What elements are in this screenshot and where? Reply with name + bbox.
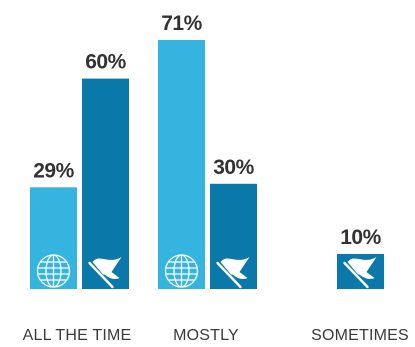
category-label: MOSTLY: [173, 327, 239, 344]
bars-layer: [30, 40, 384, 290]
bar-1-0: [82, 78, 129, 290]
value-label: 10%: [340, 226, 381, 249]
flag-icon: [343, 257, 377, 289]
globe-icon: [164, 254, 199, 288]
bar-0-0: [30, 187, 77, 289]
value-label: 30%: [213, 156, 254, 179]
bar-rect: [82, 78, 129, 290]
value-label: 60%: [85, 51, 126, 74]
category-labels-layer: ALL THE TIME MOSTLY SOMETIMES: [23, 327, 409, 344]
bar-1-2: [337, 253, 384, 289]
value-label: 29%: [33, 159, 74, 182]
bar-1-1: [210, 183, 257, 289]
value-labels-layer: 29% 60% 71% 30% 10%: [33, 12, 382, 249]
category-label: SOMETIMES: [311, 327, 409, 344]
bar-rect: [158, 40, 205, 289]
globe-icon: [36, 254, 71, 288]
value-label: 71%: [161, 12, 202, 35]
flag-icon: [216, 257, 250, 289]
bar-0-1: [158, 40, 205, 289]
category-label: ALL THE TIME: [23, 327, 132, 344]
flag-icon: [88, 257, 122, 289]
